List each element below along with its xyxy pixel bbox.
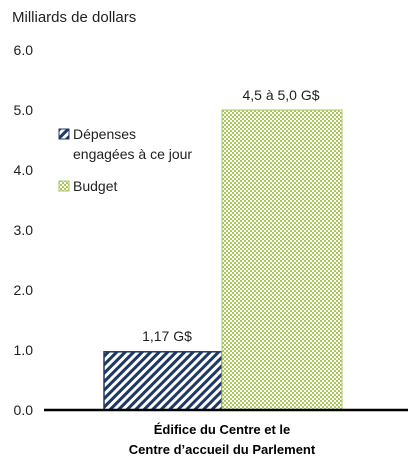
legend-label-line: engagées à ce jour <box>73 146 192 162</box>
category-label: Édifice du Centre et le Centre d’accueil … <box>129 422 316 457</box>
data-labels: 1,17 G$ 4,5 à 5,0 G$ <box>142 87 320 344</box>
y-tick-label: 6.0 <box>14 42 34 58</box>
y-tick-label: 3.0 <box>14 222 34 238</box>
data-label-depenses: 1,17 G$ <box>142 328 192 344</box>
y-tick-label: 1.0 <box>14 342 34 358</box>
category-label-line: Centre d’accueil du Parlement <box>129 442 316 457</box>
legend-label-budget: Budget <box>73 178 117 194</box>
y-axis-title: Milliards de dollars <box>12 9 136 26</box>
y-tick-label: 4.0 <box>14 162 34 178</box>
bars <box>103 109 343 411</box>
legend-label-line: Budget <box>73 178 117 194</box>
legend-label-line: Dépenses <box>73 126 136 142</box>
bar-depenses <box>103 351 223 411</box>
legend-swatch-depenses <box>58 128 70 140</box>
legend-swatch-budget <box>58 180 70 192</box>
legend-label-depenses: Dépenses engagées à ce jour <box>73 126 192 162</box>
bar-budget <box>221 109 343 411</box>
y-tick-label: 0.0 <box>14 402 34 418</box>
y-tick-label: 5.0 <box>14 102 34 118</box>
y-axis-ticks: 0.0 1.0 2.0 3.0 4.0 5.0 6.0 <box>14 42 34 418</box>
x-axis-category-label: Édifice du Centre et le Centre d’accueil … <box>129 422 316 457</box>
data-label-budget: 4,5 à 5,0 G$ <box>242 87 319 103</box>
category-label-line: Édifice du Centre et le <box>154 422 291 437</box>
y-tick-label: 2.0 <box>14 282 34 298</box>
legend: Dépenses engagées à ce jour Budget <box>58 126 192 194</box>
